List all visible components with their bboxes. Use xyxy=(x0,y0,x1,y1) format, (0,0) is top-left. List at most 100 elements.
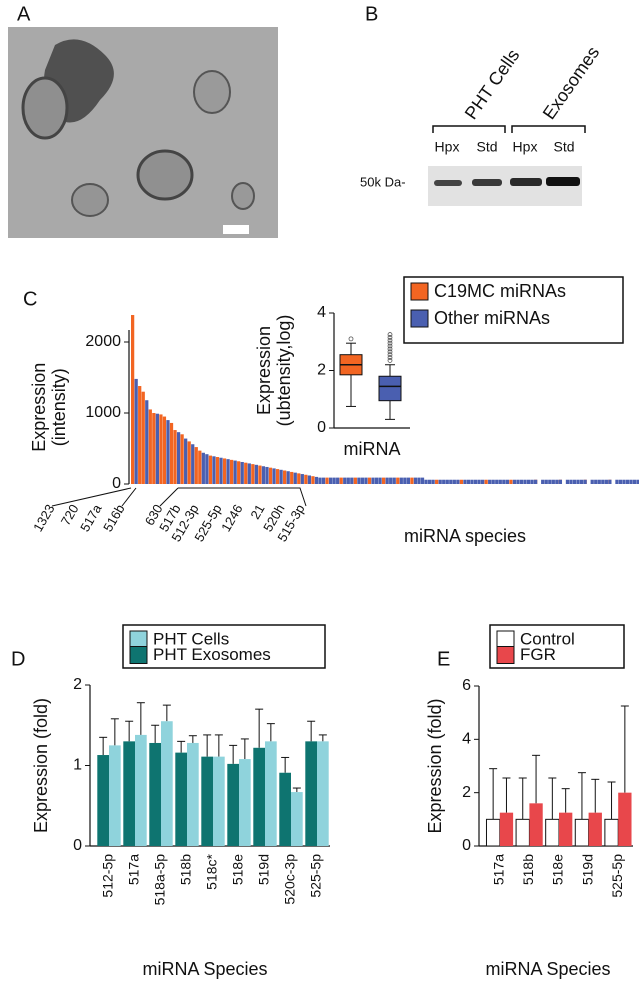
bar xyxy=(152,413,156,484)
outlier xyxy=(387,346,393,352)
outlier xyxy=(387,340,393,346)
bar xyxy=(141,391,145,484)
bar xyxy=(166,420,170,484)
bar xyxy=(138,386,142,484)
bar xyxy=(633,479,637,484)
bar xyxy=(109,745,121,846)
bar xyxy=(148,409,152,484)
y-axis-label: Expression xyxy=(29,363,49,452)
bar xyxy=(187,441,191,484)
x-tick-label: 518e xyxy=(230,854,246,885)
legend-swatch xyxy=(496,646,515,664)
bar xyxy=(413,477,418,484)
bar xyxy=(534,479,538,484)
bar xyxy=(222,458,227,484)
blot-group: Exosomes xyxy=(539,43,604,123)
legend-label: FGR xyxy=(520,645,556,664)
x-tick-label: 525-5p xyxy=(308,854,324,898)
bar xyxy=(529,803,543,846)
bar xyxy=(194,447,198,484)
bar xyxy=(205,454,209,484)
bar xyxy=(519,479,524,484)
bar xyxy=(265,466,269,484)
bar xyxy=(438,479,442,484)
x-tick-label: 525-5p xyxy=(609,854,625,898)
bar xyxy=(244,462,248,484)
bar xyxy=(431,479,435,484)
bar xyxy=(201,452,205,484)
outlier xyxy=(387,332,393,337)
bar xyxy=(512,479,517,484)
bar xyxy=(459,479,464,484)
bar xyxy=(219,457,223,484)
x-tick-label: 520c-3p xyxy=(282,854,298,905)
bar xyxy=(452,479,456,484)
bar xyxy=(463,479,467,484)
bar xyxy=(254,464,258,484)
legend-label: C19MC miRNAs xyxy=(434,281,566,301)
bar xyxy=(229,459,234,484)
bar xyxy=(583,479,587,484)
bar xyxy=(572,479,577,484)
bar xyxy=(618,479,623,484)
x-tick-label: 517a xyxy=(126,854,142,885)
bar xyxy=(604,479,608,484)
bar xyxy=(293,472,297,484)
bar xyxy=(498,479,502,484)
bar xyxy=(305,741,317,846)
bar xyxy=(314,476,319,484)
bar xyxy=(485,818,501,847)
legend-box xyxy=(122,624,326,669)
bar xyxy=(470,479,474,484)
bar xyxy=(346,477,350,484)
lane-label: Hpx xyxy=(513,139,538,155)
bar xyxy=(615,479,619,484)
legend-label: PHT Exosomes xyxy=(153,645,271,664)
bar xyxy=(629,479,633,484)
x-axis-label: miRNA Species xyxy=(142,959,267,979)
bar xyxy=(272,468,276,484)
lane-label: Hpx xyxy=(435,139,460,155)
bar xyxy=(569,479,573,484)
lane-label: Std xyxy=(476,139,497,155)
bar xyxy=(579,479,584,484)
bar xyxy=(268,467,273,484)
panel-label: B xyxy=(365,3,378,25)
bar xyxy=(191,444,195,484)
bar xyxy=(618,792,632,846)
y-axis-label: (ubtensity,log) xyxy=(274,315,294,427)
bar xyxy=(558,479,563,484)
y-tick-label: 2 xyxy=(73,676,82,693)
y-axis-label: (intensity) xyxy=(49,368,69,446)
y-tick-label: 0 xyxy=(112,475,121,492)
bar xyxy=(530,479,534,484)
y-tick-label: 4 xyxy=(317,304,326,321)
bar xyxy=(169,422,174,484)
x-tick-label: 518b xyxy=(178,854,194,885)
bar xyxy=(392,477,396,484)
bar xyxy=(364,477,368,484)
bar xyxy=(516,479,520,484)
bar xyxy=(283,470,287,484)
bar xyxy=(180,434,184,484)
bar xyxy=(420,477,425,484)
panel-label: C xyxy=(23,288,37,310)
bar xyxy=(417,477,421,484)
bar xyxy=(574,818,590,847)
bar xyxy=(135,734,147,846)
annotation: 1323 xyxy=(30,502,57,535)
bar xyxy=(131,315,135,484)
bar xyxy=(226,459,230,484)
bar xyxy=(159,414,163,484)
bar xyxy=(149,742,161,846)
y-tick-label: 4 xyxy=(462,731,471,748)
bar xyxy=(247,463,251,484)
bar xyxy=(279,772,291,846)
bar xyxy=(198,450,202,484)
bar xyxy=(311,476,315,484)
bar xyxy=(265,741,277,846)
bar xyxy=(97,755,109,846)
bar xyxy=(509,479,513,484)
annotation: 21 xyxy=(247,502,267,522)
